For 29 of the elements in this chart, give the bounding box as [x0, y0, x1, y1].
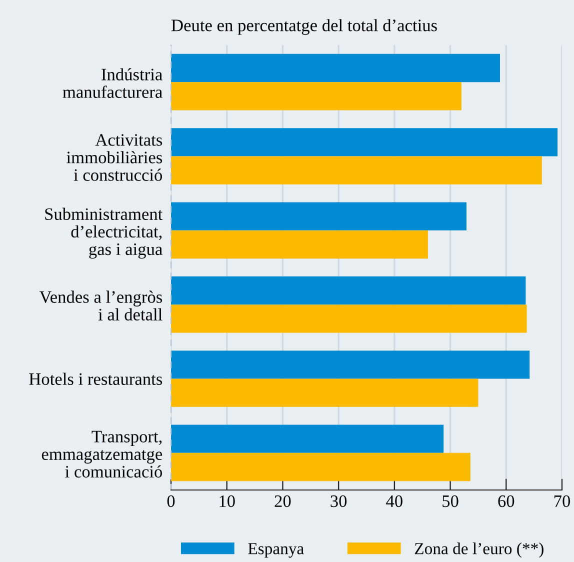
bar [171, 128, 558, 156]
y-tick-label: Transport, emmagatzematge i comunicació [42, 430, 162, 478]
y-tick-label: Subministrament d’electricitat, gas i aigua [45, 208, 163, 259]
x-tick-label: 50 [442, 495, 458, 508]
bar [171, 350, 530, 379]
legend-label: Espanya [248, 543, 304, 558]
y-tick-label: Hotels i restaurants [29, 372, 162, 385]
x-tick-label: 20 [274, 495, 291, 508]
x-tick-label: 70 [554, 495, 570, 508]
bar [171, 82, 462, 110]
x-tick-label: 0 [167, 495, 175, 508]
y-tick-label: Indústria manufacturera [62, 68, 162, 98]
legend-label: Zona de l’euro (**) [414, 542, 544, 558]
x-tick-label: 30 [330, 495, 347, 508]
bar [171, 452, 470, 482]
bar [171, 54, 500, 82]
bar [171, 304, 527, 333]
bar [171, 276, 526, 305]
bar [171, 378, 478, 407]
bar [171, 424, 444, 453]
x-tick-label: 40 [386, 495, 402, 508]
x-tick-label: 60 [498, 495, 514, 508]
bar [171, 202, 466, 230]
x-tick-label: 10 [220, 495, 235, 508]
chart-title: Deute en percentatge del total d’actius [172, 19, 437, 35]
bar [171, 230, 428, 259]
y-tick-label: Vendes a l’engròs i al detall [39, 290, 162, 320]
bar [171, 156, 542, 184]
y-tick-label: Activitats immobiliàries i construcció [66, 134, 162, 181]
